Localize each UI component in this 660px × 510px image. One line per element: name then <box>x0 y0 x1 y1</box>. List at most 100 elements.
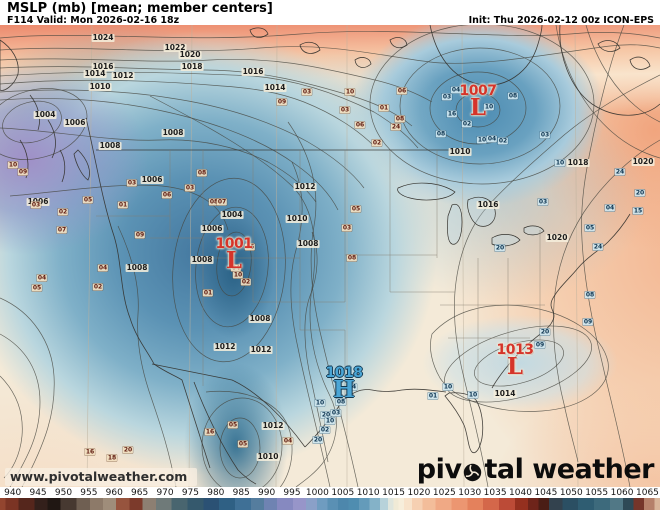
member-marker: 16 <box>84 448 96 456</box>
member-marker: 20 <box>312 436 324 444</box>
pressure-center: 1018 H <box>326 366 363 403</box>
pressure-center-letter: H <box>333 376 355 403</box>
member-marker: 08 <box>346 254 358 262</box>
contour-label: 1006 <box>63 118 87 127</box>
pressure-center: 1013 L <box>497 343 534 380</box>
member-marker: 10 <box>467 391 479 399</box>
colorbar-tick: 985 <box>232 487 250 498</box>
member-marker: 03 <box>30 201 42 209</box>
member-marker: 02 <box>240 278 252 286</box>
member-marker: 10 <box>344 88 356 96</box>
member-marker: 10 <box>314 399 326 407</box>
contour-label: 1018 <box>566 158 590 167</box>
member-marker: 10 <box>324 417 336 425</box>
member-marker: 06 <box>161 191 173 199</box>
member-marker: 06 <box>396 87 408 95</box>
member-marker: 01 <box>378 104 390 112</box>
member-marker: 02 <box>371 139 383 147</box>
member-marker: 24 <box>614 168 626 176</box>
colorbar-tick: 1025 <box>432 487 456 498</box>
valid-time-label: F114 Valid: Mon 2026-02-16 18z <box>7 15 180 26</box>
member-marker: 03 <box>441 93 453 101</box>
contour-label: 1008 <box>190 255 214 264</box>
member-marker: 08 <box>584 291 596 299</box>
member-marker: 03 <box>330 409 342 417</box>
contour-label: 1012 <box>249 345 273 354</box>
member-marker: 24 <box>390 123 402 131</box>
member-marker: 05 <box>31 284 43 292</box>
contour-label: 1006 <box>140 175 164 184</box>
pivotal-weather-logo[interactable]: piv tal weather <box>416 454 655 485</box>
member-marker: 05 <box>82 196 94 204</box>
colorbar-tick: 1045 <box>534 487 558 498</box>
colorbar-tick: 1060 <box>610 487 634 498</box>
member-marker: 10 <box>7 161 19 169</box>
logo-text-after: tal weather <box>484 454 654 485</box>
colorbar-tick: 1055 <box>585 487 609 498</box>
colorbar-tick: 1040 <box>509 487 532 498</box>
contour-label: 1018 <box>180 62 204 71</box>
colorbar-tick: 1050 <box>559 487 583 498</box>
member-marker: 09 <box>134 231 146 239</box>
colorbar-tick: 995 <box>283 487 301 498</box>
member-marker: 10 <box>554 159 566 167</box>
pressure-center: 1007 L <box>460 84 497 119</box>
logo-text-before: piv <box>416 454 462 485</box>
member-marker: 20 <box>634 189 646 197</box>
member-marker: 20 <box>122 446 134 454</box>
contour-label: 1012 <box>111 71 135 80</box>
contour-label: 1020 <box>545 233 569 242</box>
colorbar-tick: 960 <box>105 487 123 498</box>
member-marker: 04 <box>97 264 109 272</box>
pressure-center: 1001 L <box>216 237 253 272</box>
member-marker: 08 <box>435 130 447 138</box>
member-marker: 01 <box>427 392 439 400</box>
member-marker: 03 <box>126 179 138 187</box>
member-marker: 05 <box>227 421 239 429</box>
member-marker: 08 <box>196 169 208 177</box>
member-marker: 03 <box>341 224 353 232</box>
contour-label: 1012 <box>213 342 237 351</box>
colorbar-tick: 1005 <box>331 487 355 498</box>
header-bar: MSLP (mb) [mean; member centers] F114 Va… <box>0 0 660 26</box>
contour-label: 1012 <box>293 182 317 191</box>
member-marker: 03 <box>339 106 351 114</box>
colorbar-tick: 970 <box>156 487 174 498</box>
member-marker: 04 <box>604 204 616 212</box>
contour-label: 1006 <box>200 224 224 233</box>
contour-label: 1020 <box>178 50 202 59</box>
contour-label: 1020 <box>631 157 655 166</box>
contour-label: 1010 <box>448 147 472 156</box>
member-marker: 02 <box>92 283 104 291</box>
member-marker: 05 <box>237 440 249 448</box>
colorbar-tick: 975 <box>181 487 200 498</box>
member-marker: 10 <box>442 383 454 391</box>
member-marker: 03 <box>537 198 549 206</box>
member-marker: 20 <box>539 328 551 336</box>
contour-label: 1014 <box>493 389 517 398</box>
colorbar-tick: 945 <box>29 487 47 498</box>
contour-label: 1016 <box>476 200 500 209</box>
colorbar-tick: 1065 <box>636 487 659 498</box>
contour-label: 1024 <box>91 33 115 42</box>
member-marker: 16 <box>446 110 458 118</box>
member-marker: 09 <box>582 318 594 326</box>
member-marker: 20 <box>494 244 506 252</box>
contour-label: 1008 <box>98 141 122 150</box>
watermark-link[interactable]: www.pivotalweather.com <box>5 468 198 486</box>
contour-label: 1008 <box>125 263 149 272</box>
member-marker: 02 <box>461 120 473 128</box>
member-marker: 09 <box>534 341 546 349</box>
colorbar-tick: 990 <box>258 487 276 498</box>
contour-label: 1010 <box>285 214 309 223</box>
contour-label: 1014 <box>83 69 107 78</box>
member-marker: 03 <box>301 88 313 96</box>
storm-disc-icon <box>464 463 482 482</box>
member-marker: 02 <box>57 208 69 216</box>
member-marker: 10 <box>476 136 488 144</box>
member-marker: 01 <box>202 289 214 297</box>
pressure-center-letter: L <box>506 353 524 380</box>
contour-label: 1008 <box>296 239 320 248</box>
